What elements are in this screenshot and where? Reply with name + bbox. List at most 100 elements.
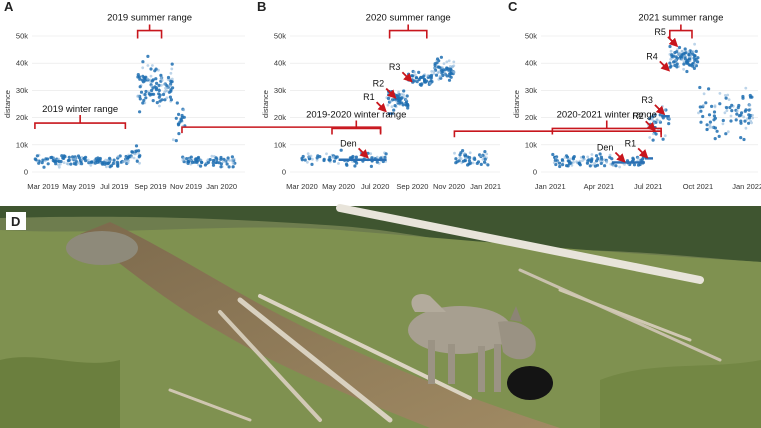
data-point (139, 90, 144, 94)
data-point (486, 163, 490, 167)
data-point (369, 152, 373, 156)
data-point (219, 165, 223, 169)
data-point (704, 101, 708, 105)
data-point (219, 157, 223, 161)
y-tick-label: 20k (525, 113, 537, 122)
annotation-label: R2 (632, 111, 644, 121)
data-point (569, 161, 573, 165)
data-point (457, 159, 461, 163)
data-point (463, 158, 467, 163)
data-point (105, 165, 108, 169)
data-point (590, 153, 594, 156)
data-point (735, 109, 739, 113)
data-point (436, 65, 440, 69)
data-point (669, 58, 672, 61)
data-point (618, 165, 621, 169)
data-point (691, 64, 695, 68)
data-point (163, 98, 167, 102)
data-point (328, 155, 332, 159)
data-point (303, 158, 307, 162)
data-point (393, 104, 397, 108)
data-point (724, 96, 728, 100)
data-point (418, 82, 422, 87)
annotation-arrow (659, 60, 671, 72)
data-point (144, 96, 148, 100)
data-point (632, 163, 637, 167)
data-point (417, 70, 421, 74)
data-point (434, 73, 439, 77)
data-point (558, 161, 562, 165)
data-point (566, 159, 570, 163)
data-point (402, 93, 405, 97)
data-point (98, 156, 102, 161)
data-point (636, 156, 640, 160)
data-point (62, 161, 66, 165)
data-point (230, 155, 234, 159)
data-point (354, 155, 358, 159)
annotation-label: R3 (641, 95, 653, 105)
data-point (437, 70, 441, 74)
fallen-log (336, 204, 704, 284)
data-point (402, 89, 406, 93)
data-point (728, 105, 732, 110)
data-point (744, 108, 748, 112)
y-axis-label: distance (261, 90, 270, 118)
data-point (132, 156, 136, 160)
data-point (116, 155, 120, 159)
data-point (150, 88, 154, 93)
data-point (668, 61, 672, 65)
data-point (226, 156, 230, 160)
data-point (697, 111, 700, 115)
data-point (58, 162, 62, 166)
data-point (155, 101, 159, 105)
data-point (412, 79, 416, 83)
data-point (141, 66, 145, 70)
data-point (696, 56, 700, 60)
data-point (690, 50, 694, 54)
data-point (680, 53, 684, 58)
data-point (34, 158, 38, 162)
data-point (222, 157, 226, 161)
data-point (206, 160, 211, 164)
data-point (149, 74, 153, 78)
data-point (708, 120, 713, 124)
data-point (138, 97, 142, 101)
annotation-arrow (357, 147, 369, 159)
data-point (169, 71, 173, 75)
black-pup (507, 366, 553, 400)
x-tick-label: Mar 2020 (286, 182, 318, 191)
annotation-arrow (654, 104, 666, 116)
data-point (168, 84, 171, 88)
data-point (440, 69, 444, 73)
x-tick-label: Jan 2022 (732, 182, 761, 191)
data-point (93, 161, 97, 165)
data-point (710, 104, 714, 108)
data-point (387, 93, 391, 97)
data-point (749, 95, 753, 99)
data-point (386, 103, 390, 107)
data-point (375, 160, 379, 164)
data-point (353, 164, 357, 168)
data-point (442, 62, 446, 65)
data-point (182, 108, 186, 112)
data-point (751, 113, 754, 117)
data-point (370, 156, 374, 160)
data-point (563, 156, 567, 159)
data-point (605, 160, 608, 164)
data-point (432, 70, 436, 73)
grass-foreground (0, 357, 120, 428)
data-point (123, 159, 127, 163)
data-point (57, 159, 61, 164)
y-tick-label: 50k (525, 32, 537, 41)
annotation-label: R2 (373, 79, 385, 89)
data-point (121, 160, 125, 164)
data-point (694, 49, 698, 54)
x-tick-label: Apr 2021 (584, 182, 614, 191)
annotation-label: R5 (654, 27, 666, 37)
data-point (86, 158, 90, 162)
data-point (165, 89, 169, 93)
data-point (485, 152, 489, 156)
data-point (80, 158, 84, 162)
data-point (61, 156, 65, 160)
data-point (611, 164, 615, 167)
